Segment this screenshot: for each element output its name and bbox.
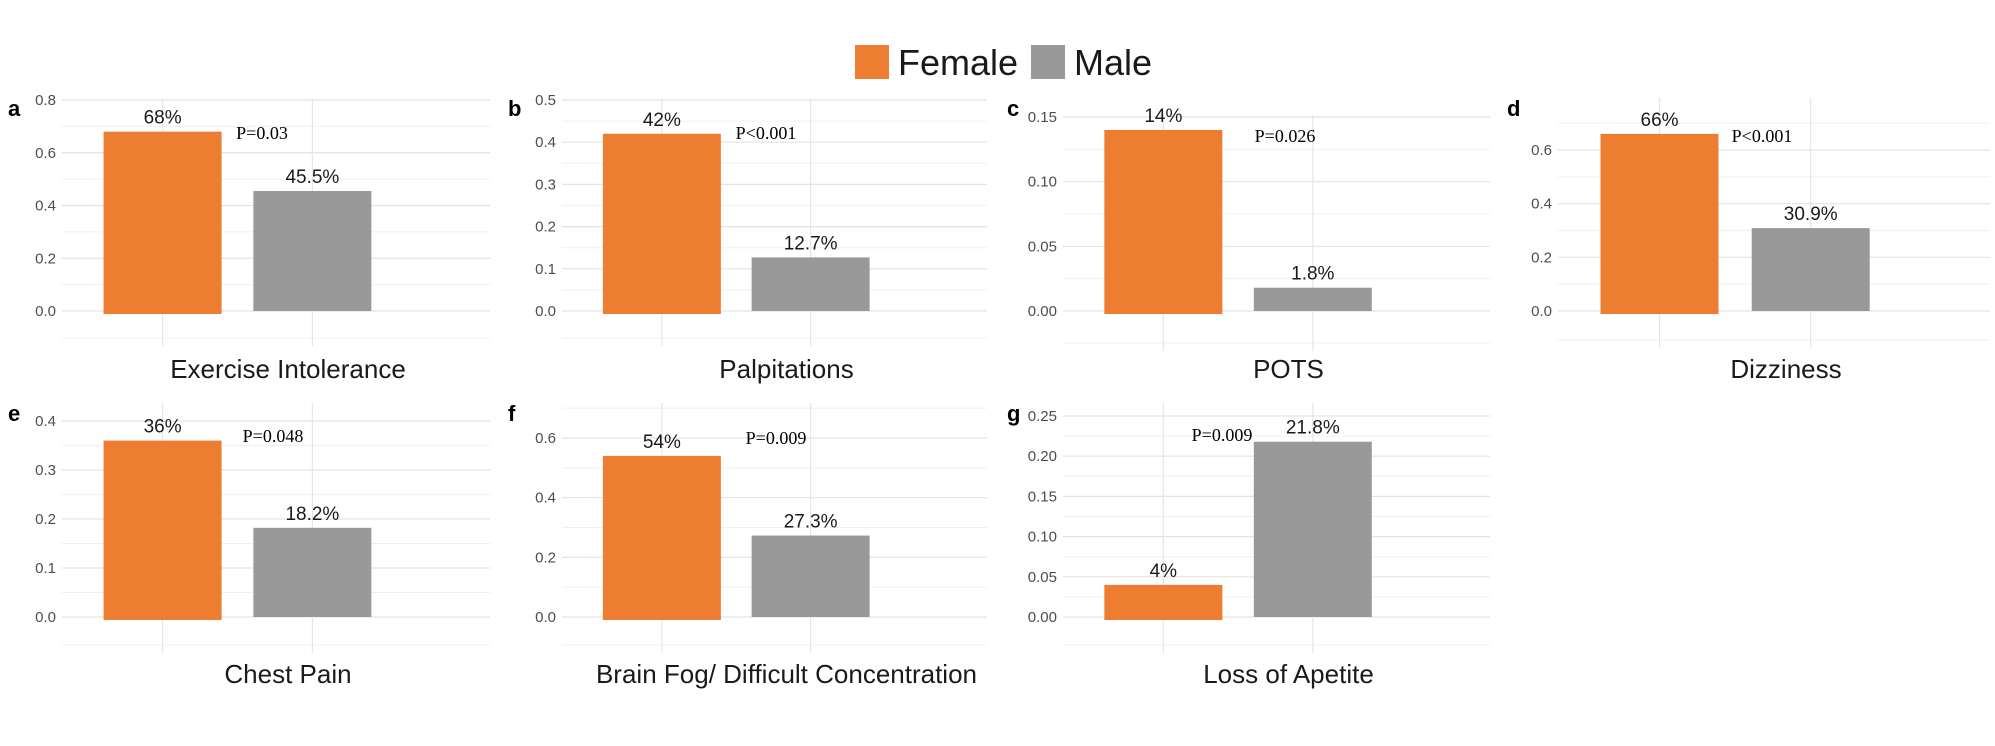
y-tick-label: 0.0 [535, 303, 556, 320]
y-tick-label: 0.5 [535, 92, 556, 109]
y-tick-label: 0.2 [35, 250, 56, 267]
y-tick-label: 0.05 [1028, 569, 1057, 586]
y-tick-label: 0.4 [535, 490, 556, 507]
bar-female [1104, 129, 1223, 314]
x-axis-label: Palpitations [719, 354, 853, 384]
bar-male [253, 527, 372, 617]
y-tick-label: 0.15 [1028, 488, 1057, 505]
y-tick-label: 0.4 [535, 134, 556, 151]
y-tick-label: 0.0 [35, 303, 56, 320]
p-value-label: P<0.001 [736, 123, 797, 143]
y-tick-label: 0.15 [1028, 109, 1057, 126]
x-axis-label: Dizziness [1730, 354, 1841, 384]
y-tick-label: 0.4 [1531, 196, 1552, 213]
y-tick-label: 0.6 [35, 145, 56, 162]
data-label: 54% [643, 432, 681, 453]
y-tick-label: 0.2 [35, 511, 56, 528]
panel-c: 0.00 0.05 0.10 0.15 14% 1.8% P=0.026 c POTS [1007, 96, 1490, 384]
data-label: 18.2% [285, 504, 339, 525]
data-label: 42% [643, 110, 681, 131]
y-tick-label: 0.0 [1531, 303, 1552, 320]
bar-female [103, 131, 222, 314]
bar-male [1253, 287, 1372, 311]
panel-a: 0.0 0.2 0.4 0.6 0.8 68% 45.5% P=0.03 a Exercise I… [8, 92, 490, 384]
p-value-label: P<0.001 [1732, 126, 1793, 146]
y-tick-label: 0.3 [535, 176, 556, 193]
y-tick-label: 0.0 [35, 609, 56, 626]
legend-label-female: Female [898, 42, 1018, 83]
p-value-label: P=0.009 [746, 428, 807, 448]
p-value-label: P=0.03 [236, 123, 288, 143]
data-label: 45.5% [285, 167, 339, 188]
y-tick-label: 0.1 [535, 261, 556, 278]
bar-female [602, 455, 721, 620]
y-tick-label: 0.10 [1028, 529, 1057, 546]
panel-letter: d [1507, 96, 1520, 121]
y-tick-label: 0.8 [35, 92, 56, 109]
bar-male [751, 257, 870, 311]
bar-female [103, 440, 222, 620]
y-tick-label: 0.10 [1028, 174, 1057, 191]
y-tick-label: 0.2 [535, 219, 556, 236]
bar-male [1253, 441, 1372, 617]
data-label: 4% [1150, 561, 1178, 582]
panel-f: 0.0 0.2 0.4 0.6 54% 27.3% P=0.009 f Brain Fog/ D… [508, 401, 987, 689]
x-axis-label: Brain Fog/ Difficult Concentration [596, 659, 977, 689]
y-tick-label: 0.05 [1028, 238, 1057, 255]
panel-letter: b [508, 96, 521, 121]
data-label: 27.3% [784, 512, 838, 533]
legend-label-male: Male [1074, 42, 1152, 83]
y-tick-label: 0.6 [1531, 142, 1552, 159]
y-tick-label: 0.25 [1028, 408, 1057, 425]
y-tick-label: 0.4 [35, 198, 56, 215]
panel-letter: a [8, 96, 21, 121]
p-value-label: P=0.048 [243, 426, 304, 446]
y-tick-label: 0.2 [535, 549, 556, 566]
y-tick-label: 0.2 [1531, 249, 1552, 266]
p-value-label: P=0.009 [1192, 425, 1253, 445]
panel-letter: f [508, 401, 516, 426]
panel-letter: c [1007, 96, 1019, 121]
data-label: 14% [1144, 106, 1182, 127]
legend-swatch-female [855, 45, 889, 79]
panel-e: 0.0 0.1 0.2 0.3 0.4 36% 18.2% P=0.048 e Chest Pai… [8, 401, 490, 689]
data-label: 30.9% [1784, 204, 1838, 225]
data-label: 21.8% [1286, 418, 1340, 439]
legend: Female Male [855, 42, 1152, 83]
y-tick-label: 0.3 [35, 462, 56, 479]
panel-letter: g [1007, 401, 1020, 426]
y-tick-label: 0.0 [535, 609, 556, 626]
y-tick-label: 0.4 [35, 413, 56, 430]
x-axis-label: POTS [1253, 354, 1324, 384]
y-tick-label: 0.00 [1028, 609, 1057, 626]
bar-female [602, 133, 721, 314]
bar-female [1600, 133, 1719, 314]
x-axis-label: Loss of Apetite [1203, 659, 1374, 689]
data-label: 1.8% [1291, 264, 1334, 285]
panel-letter: e [8, 401, 20, 426]
bar-male [751, 535, 870, 617]
y-tick-label: 0.6 [535, 430, 556, 447]
p-value-label: P=0.026 [1255, 126, 1316, 146]
bar-male [253, 190, 372, 311]
data-label: 66% [1641, 110, 1679, 131]
y-tick-label: 0.00 [1028, 303, 1057, 320]
x-axis-label: Chest Pain [224, 659, 351, 689]
bar-male [1751, 228, 1870, 311]
panel-b: 0.0 0.1 0.2 0.3 0.4 0.5 42% 12.7% P<0.001 b Palpit… [508, 92, 987, 384]
y-tick-label: 0.20 [1028, 448, 1057, 465]
x-axis-label: Exercise Intolerance [170, 354, 406, 384]
y-tick-label: 0.1 [35, 560, 56, 577]
panel-d: 0.0 0.2 0.4 0.6 66% 30.9% P<0.001 d Dizziness [1507, 96, 1990, 384]
panel-g: 0.00 0.05 0.10 0.15 0.20 0.25 4% 21.8% P=0.009 g L… [1007, 401, 1490, 689]
data-label: 68% [144, 108, 182, 129]
data-label: 36% [144, 417, 182, 438]
data-label: 12.7% [784, 233, 838, 254]
bar-female [1104, 584, 1223, 620]
legend-swatch-male [1031, 45, 1065, 79]
